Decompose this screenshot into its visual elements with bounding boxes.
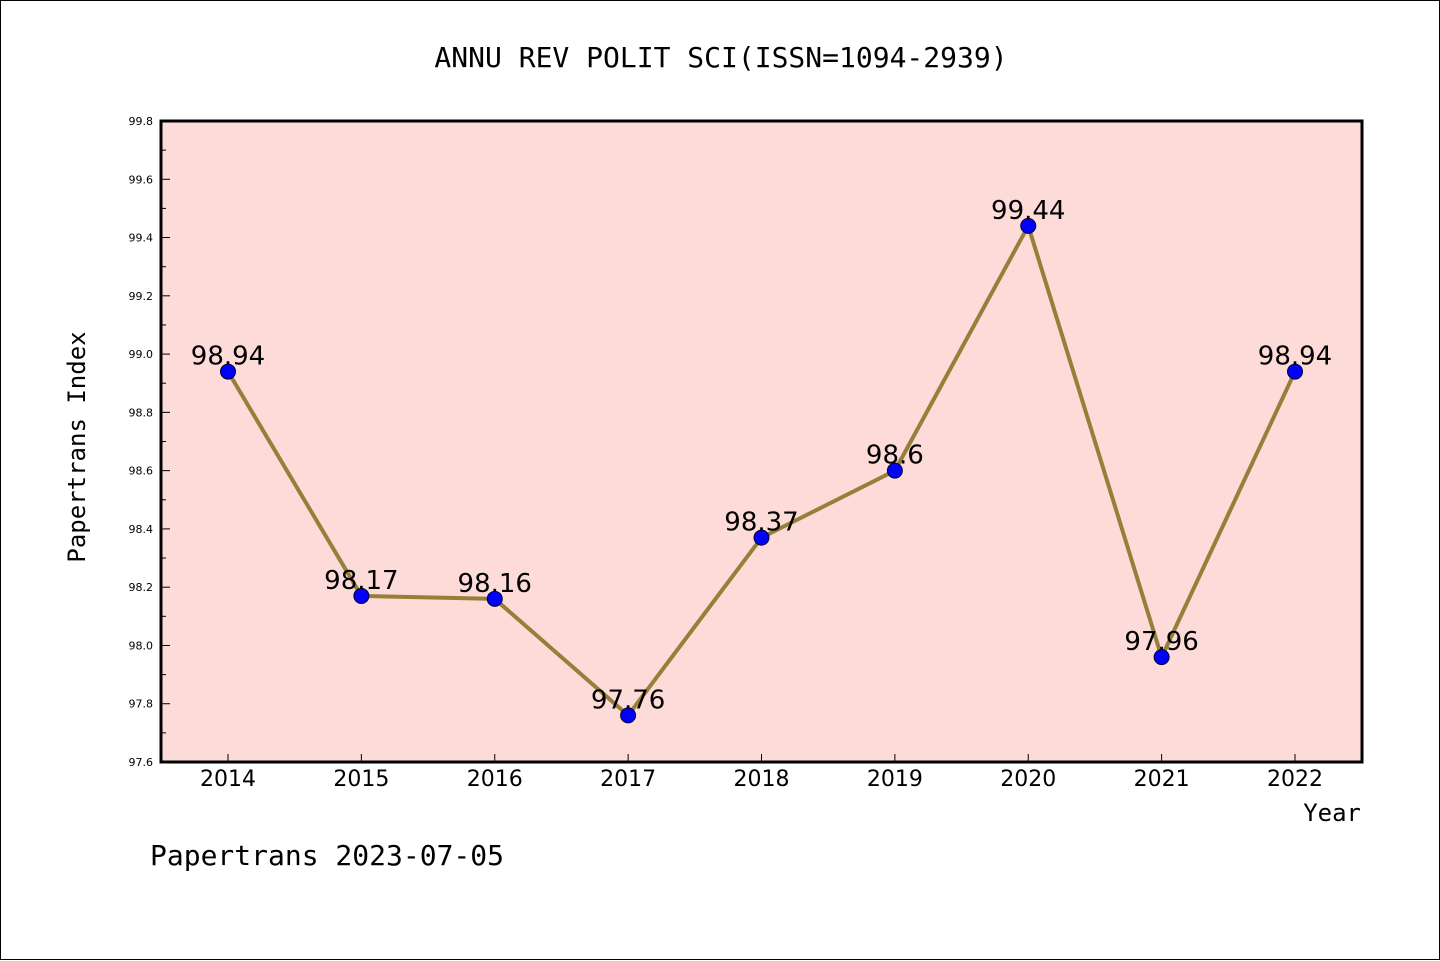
data-label-group: 98.94 98.17 98.16 97.76 98.37 98.6 99.44 97.96 9…: [191, 196, 1332, 715]
marker-group: [220, 217, 1303, 724]
y-tick-label: 99.4: [129, 232, 154, 245]
y-tick-label: 99.8: [129, 115, 154, 128]
data-point: [220, 363, 236, 380]
x-tick-label: 2016: [467, 767, 523, 792]
data-label: 97.96: [1124, 627, 1198, 657]
x-axis-label: Year: [1303, 799, 1361, 827]
y-tick-label: 98.0: [129, 639, 154, 652]
y-tick-label: 98.8: [129, 406, 154, 419]
y-tick-label: 97.8: [129, 698, 154, 711]
y-tick-label: 98.6: [129, 465, 154, 478]
data-label: 98.17: [324, 566, 398, 596]
data-point: [486, 590, 503, 607]
data-label: 98.6: [866, 441, 924, 471]
data-point: [620, 707, 637, 724]
x-tick-label: 2020: [1000, 767, 1056, 792]
y-tick-label: 99.6: [129, 173, 154, 186]
plot-area: [159, 119, 1364, 764]
y-tick-label: 97.6: [129, 756, 154, 769]
data-point: [353, 587, 370, 604]
data-point: [753, 529, 770, 546]
y-axis-label: Papertrans Index: [63, 331, 91, 562]
data-point: [1153, 649, 1170, 666]
data-point: [1020, 217, 1037, 234]
footer-text: Papertrans 2023-07-05: [150, 839, 504, 872]
y-tick-label: 98.2: [129, 581, 154, 594]
data-point: [1287, 363, 1303, 380]
data-label: 98.94: [1258, 342, 1332, 372]
y-tick-label: 98.4: [129, 523, 154, 536]
x-tick-label: 2018: [734, 767, 790, 792]
y-tick-label: 99.2: [129, 290, 154, 303]
data-label: 98.37: [724, 508, 798, 538]
data-point: [886, 462, 903, 479]
x-axis: 2014 2015 2016 2017 2018 2019 2020 2021 2022: [200, 754, 1323, 792]
data-label: 97.76: [591, 685, 665, 715]
data-label: 98.94: [191, 342, 265, 372]
x-tick-label: 2022: [1267, 767, 1323, 792]
x-tick-label: 2014: [200, 767, 256, 792]
x-tick-label: 2019: [867, 767, 923, 792]
chart-title: ANNU REV POLIT SCI(ISSN=1094-2939): [434, 41, 1007, 74]
y-axis: 97.6 97.8 98.0 98.2 98.4 98.6 98.8 99.0 99.2 99.4…: [129, 115, 170, 769]
x-tick-label: 2017: [600, 767, 656, 792]
data-label: 98.16: [458, 569, 532, 599]
y-tick-label: 99.0: [129, 348, 154, 361]
data-label: 99.44: [991, 196, 1065, 226]
x-tick-label: 2021: [1134, 767, 1190, 792]
x-tick-label: 2015: [333, 767, 389, 792]
